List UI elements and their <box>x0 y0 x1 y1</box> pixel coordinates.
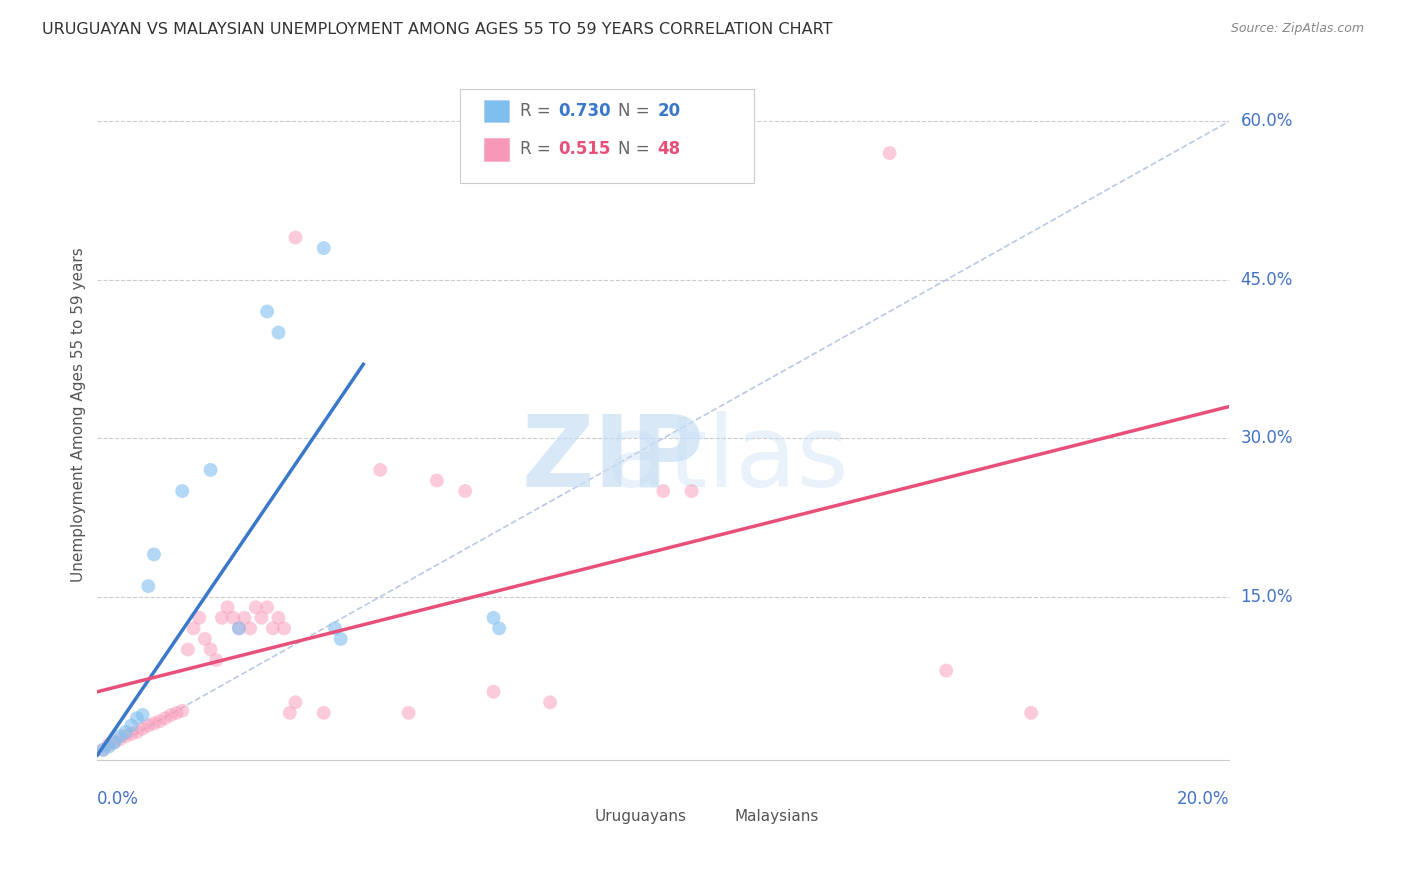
Text: 0.730: 0.730 <box>558 102 610 120</box>
Point <box>120 727 142 741</box>
Bar <box>714 797 740 819</box>
Text: N =: N = <box>619 140 655 159</box>
Point <box>652 483 675 498</box>
Point <box>879 146 901 161</box>
Point <box>267 326 290 340</box>
Point <box>120 718 142 732</box>
Point <box>194 632 217 646</box>
Point <box>211 611 233 625</box>
Point <box>681 483 703 498</box>
Point <box>172 704 194 718</box>
Point <box>250 611 273 625</box>
Text: atlas: atlas <box>606 411 848 508</box>
Point <box>267 611 290 625</box>
Point <box>245 600 267 615</box>
Text: Source: ZipAtlas.com: Source: ZipAtlas.com <box>1230 22 1364 36</box>
Point <box>125 724 148 739</box>
Text: 0.0%: 0.0% <box>97 790 139 808</box>
Point <box>166 706 188 720</box>
Point <box>454 483 477 498</box>
Text: 60.0%: 60.0% <box>1240 112 1294 130</box>
Point <box>91 743 114 757</box>
Point <box>200 463 222 477</box>
Point <box>183 621 205 635</box>
Point <box>103 735 125 749</box>
Bar <box>485 100 509 122</box>
Point <box>97 739 120 754</box>
Point <box>323 621 346 635</box>
Point <box>935 664 957 678</box>
Point <box>149 714 172 729</box>
Bar <box>589 797 614 819</box>
Point <box>228 621 250 635</box>
Text: N =: N = <box>619 102 655 120</box>
Text: 15.0%: 15.0% <box>1240 588 1294 606</box>
Point <box>91 743 114 757</box>
Point <box>1019 706 1042 720</box>
Text: URUGUAYAN VS MALAYSIAN UNEMPLOYMENT AMONG AGES 55 TO 59 YEARS CORRELATION CHART: URUGUAYAN VS MALAYSIAN UNEMPLOYMENT AMON… <box>42 22 832 37</box>
Point <box>131 722 153 736</box>
Point <box>233 611 256 625</box>
Point <box>125 711 148 725</box>
Bar <box>485 138 509 161</box>
Point <box>200 642 222 657</box>
Text: 45.0%: 45.0% <box>1240 271 1294 289</box>
Point <box>131 708 153 723</box>
Point <box>103 735 125 749</box>
Point <box>482 611 505 625</box>
Point <box>172 483 194 498</box>
Point <box>222 611 245 625</box>
Point <box>329 632 352 646</box>
Text: Uruguayans: Uruguayans <box>595 809 686 824</box>
Point <box>108 729 131 743</box>
Text: Malaysians: Malaysians <box>734 809 818 824</box>
Text: 20.0%: 20.0% <box>1177 790 1229 808</box>
Point <box>312 241 335 255</box>
Point <box>114 724 136 739</box>
Point <box>426 474 449 488</box>
Text: 48: 48 <box>658 140 681 159</box>
Point <box>160 708 183 723</box>
Point <box>239 621 262 635</box>
Point <box>205 653 228 667</box>
Text: 20: 20 <box>658 102 681 120</box>
Point <box>256 304 278 318</box>
Point <box>256 600 278 615</box>
Point <box>278 706 301 720</box>
Point <box>482 684 505 698</box>
Point <box>273 621 295 635</box>
Point <box>177 642 200 657</box>
Point <box>142 716 165 731</box>
Point <box>488 621 510 635</box>
Y-axis label: Unemployment Among Ages 55 to 59 years: Unemployment Among Ages 55 to 59 years <box>72 247 86 582</box>
Point <box>188 611 211 625</box>
Text: ZIP: ZIP <box>522 411 704 508</box>
Point <box>312 706 335 720</box>
Text: R =: R = <box>520 102 555 120</box>
Text: 0.515: 0.515 <box>558 140 610 159</box>
Point <box>97 738 120 752</box>
Text: R =: R = <box>520 140 555 159</box>
Point <box>136 579 159 593</box>
Point <box>262 621 284 635</box>
Point <box>108 732 131 747</box>
Point <box>284 695 307 709</box>
FancyBboxPatch shape <box>460 89 754 183</box>
Point <box>114 729 136 743</box>
Point <box>136 718 159 732</box>
Point <box>284 230 307 244</box>
Point <box>228 621 250 635</box>
Point <box>398 706 420 720</box>
Point <box>538 695 561 709</box>
Point <box>217 600 239 615</box>
Point <box>142 548 165 562</box>
Point <box>155 711 177 725</box>
Text: 30.0%: 30.0% <box>1240 429 1294 447</box>
Point <box>368 463 391 477</box>
